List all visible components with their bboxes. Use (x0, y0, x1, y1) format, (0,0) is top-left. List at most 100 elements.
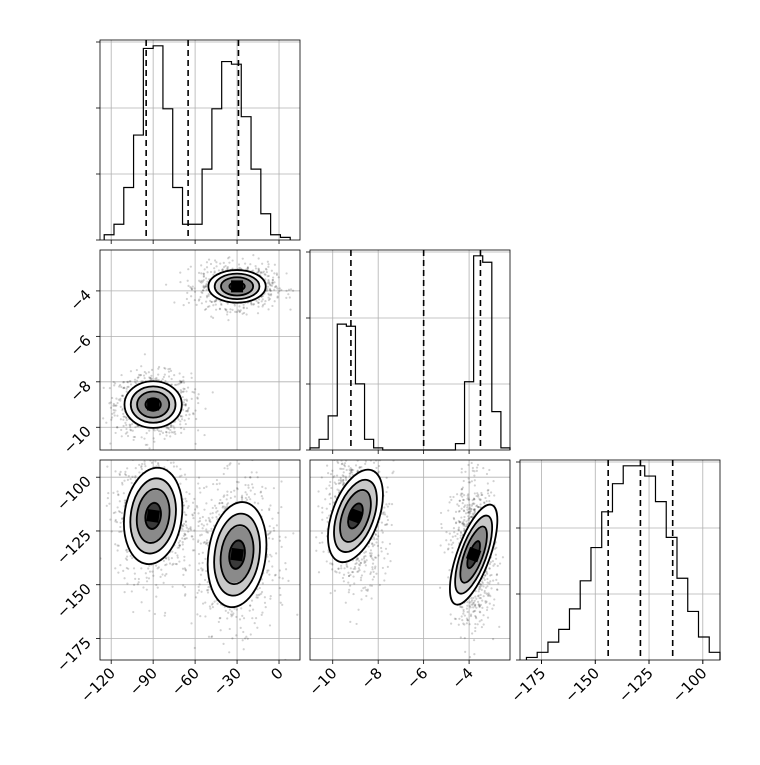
scatter-point (271, 579, 273, 581)
scatter-point (276, 296, 278, 298)
scatter-point (375, 573, 377, 575)
scatter-point (186, 527, 188, 529)
scatter-point (216, 603, 218, 605)
scatter-point (216, 483, 218, 485)
scatter-point (102, 417, 104, 419)
scatter-point (205, 300, 207, 302)
scatter-point (450, 623, 452, 625)
scatter-point (356, 456, 358, 458)
scatter-point (285, 536, 287, 538)
scatter-point (219, 263, 221, 265)
scatter-point (223, 262, 225, 264)
scatter-point (204, 558, 206, 560)
scatter-point (161, 573, 163, 575)
scatter-point (123, 577, 125, 579)
scatter-point (204, 268, 206, 270)
scatter-point (387, 519, 389, 521)
scatter-point (233, 490, 235, 492)
scatter-point (179, 483, 181, 485)
scatter-point (212, 512, 214, 514)
scatter-point (256, 594, 258, 596)
scatter-point (391, 472, 393, 474)
scatter-point (163, 582, 165, 584)
scatter-point (210, 499, 212, 501)
scatter-point (141, 468, 143, 470)
scatter-point (206, 296, 208, 298)
scatter-point (171, 564, 173, 566)
scatter-point (319, 542, 321, 544)
scatter-point (188, 493, 190, 495)
scatter-point (262, 298, 264, 300)
scatter-point (227, 257, 229, 259)
scatter-point (371, 566, 373, 568)
scatter-point (244, 476, 246, 478)
scatter-point (121, 435, 123, 437)
scatter-point (181, 418, 183, 420)
scatter-point (128, 475, 130, 477)
scatter-point (334, 496, 336, 498)
scatter-point (201, 523, 203, 525)
scatter-point (127, 435, 129, 437)
scatter-point (197, 398, 199, 400)
scatter-point (126, 567, 128, 569)
scatter-point (285, 272, 287, 274)
scatter-point (163, 376, 165, 378)
scatter-point (206, 539, 208, 541)
scatter-point (238, 310, 240, 312)
scatter-point (120, 406, 122, 408)
scatter-point (190, 266, 192, 268)
scatter-point (243, 617, 245, 619)
scatter-point (373, 576, 375, 578)
scatter-point (330, 487, 332, 489)
scatter-point (330, 497, 332, 499)
scatter-point (321, 532, 323, 534)
scatter-point (121, 482, 123, 484)
scatter-point (197, 482, 199, 484)
scatter-point (179, 420, 181, 422)
scatter-point (492, 580, 494, 582)
scatter-point (361, 574, 363, 576)
scatter-point (120, 429, 122, 431)
scatter-point (466, 509, 468, 511)
scatter-point (270, 531, 272, 533)
scatter-point (353, 453, 355, 455)
scatter-point (183, 511, 185, 513)
scatter-point (119, 473, 121, 475)
scatter-point (377, 554, 379, 556)
scatter-point (360, 577, 362, 579)
scatter-point (340, 482, 342, 484)
scatter-point (243, 304, 245, 306)
scatter-point (351, 571, 353, 573)
scatter-point (360, 579, 362, 581)
scatter-point (212, 483, 214, 485)
scatter-point (261, 509, 263, 511)
scatter-point (177, 418, 179, 420)
scatter-point (133, 439, 135, 441)
scatter-point (340, 454, 342, 456)
scatter-point (111, 416, 113, 418)
scatter-point (198, 272, 200, 274)
scatter-point (261, 300, 263, 302)
scatter-point (240, 607, 242, 609)
scatter-point (265, 487, 267, 489)
scatter-point (182, 543, 184, 545)
scatter-point (328, 493, 330, 495)
scatter-point (146, 589, 148, 591)
scatter-point (136, 380, 138, 382)
scatter-point (200, 264, 202, 266)
scatter-point (144, 463, 146, 465)
scatter-point (481, 626, 483, 628)
scatter-point (292, 532, 294, 534)
scatter-point (208, 520, 210, 522)
scatter-point (242, 313, 244, 315)
scatter-point (160, 569, 162, 571)
scatter-point (317, 505, 319, 507)
scatter-point (260, 491, 262, 493)
scatter-point (281, 604, 283, 606)
scatter-point (288, 289, 290, 291)
scatter-point (358, 564, 360, 566)
scatter-point (262, 497, 264, 499)
scatter-point (326, 508, 328, 510)
scatter-point (274, 300, 276, 302)
scatter-point (134, 379, 136, 381)
